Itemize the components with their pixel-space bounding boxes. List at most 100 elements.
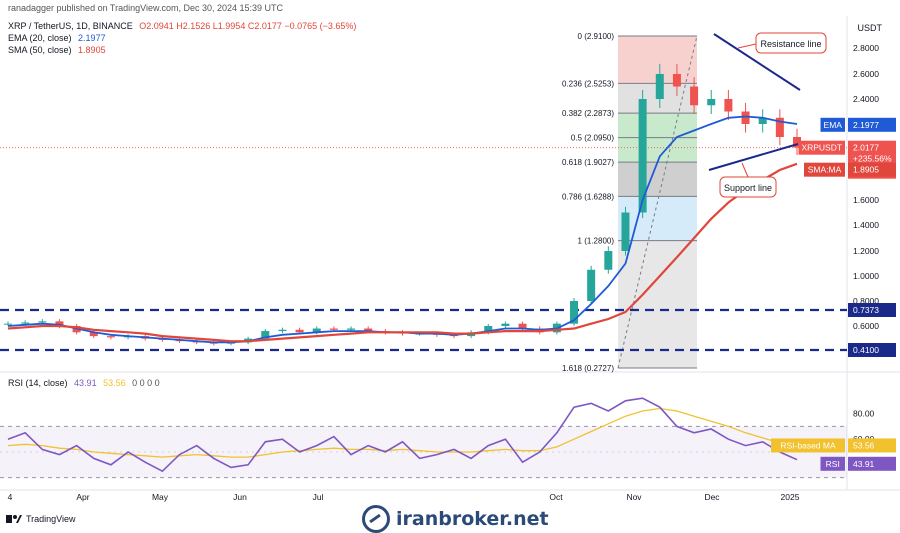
last-price-tag-label: XRPUSDT xyxy=(801,143,842,153)
sma-label: SMA (50, close) xyxy=(8,45,72,55)
ema-value: 2.1977 xyxy=(78,33,106,43)
last-price-tag-value: 2.0177 xyxy=(853,143,879,153)
fib-level-label: 0.382 (2.2873) xyxy=(562,109,614,118)
rsi-legend[interactable]: RSI (14, close) 43.91 53.56 0 0 0 0 xyxy=(8,378,160,388)
candle-body xyxy=(758,117,767,124)
fib-level-label: 0.618 (1.9027) xyxy=(562,158,614,167)
candle-body xyxy=(484,326,493,333)
candle-body xyxy=(329,328,338,330)
fib-zone xyxy=(618,137,697,163)
price-tick-label: 2.6000 xyxy=(853,69,879,79)
time-tick-label: Oct xyxy=(549,492,563,502)
published-caption: ranadagger published on TradingView.com,… xyxy=(8,3,284,13)
time-tick-label: May xyxy=(152,492,169,502)
ohlc-values: O2.0941 H2.1526 L1.9954 C2.0177 −0.0765 … xyxy=(139,21,357,31)
rsi-band xyxy=(0,426,847,478)
candle-body xyxy=(55,321,64,326)
ema-price-tag-label: EMA xyxy=(824,120,843,130)
price-tick-label: 1.6000 xyxy=(853,195,879,205)
fib-level-label: 0.786 (1.6288) xyxy=(562,192,614,201)
time-tick-label: Nov xyxy=(626,492,642,502)
time-tick-label: Jul xyxy=(313,492,324,502)
rsi-ma-tag-value: 53.56 xyxy=(853,440,875,450)
sma-legend[interactable]: SMA (50, close) 1.8905 xyxy=(8,45,106,55)
candle-body xyxy=(655,74,664,99)
candle-body xyxy=(89,332,98,337)
resistance-label: Resistance line xyxy=(760,39,821,49)
ema-label: EMA (20, close) xyxy=(8,33,72,43)
tradingview-brand: TradingView xyxy=(6,514,76,524)
support-line xyxy=(708,143,799,171)
candle-body xyxy=(312,328,321,333)
resistance-callout xyxy=(755,32,827,54)
candle-body xyxy=(261,331,270,339)
price-tick-label: 0.6000 xyxy=(853,321,879,331)
fib-zone xyxy=(618,162,697,197)
sma-value: 1.8905 xyxy=(78,45,106,55)
rsi-ma-value: 53.56 xyxy=(103,378,126,388)
price-tick-label: 1.0000 xyxy=(853,271,879,281)
price-tick-label: 0.8000 xyxy=(853,296,879,306)
rsi-tag-value-box xyxy=(848,456,896,471)
support-level-tag-value: 0.4100 xyxy=(853,345,879,355)
rsi-label: RSI (14, close) xyxy=(8,378,68,388)
time-tick-label: Apr xyxy=(76,492,89,502)
rsi-ma-line xyxy=(7,407,798,458)
support-label: Support line xyxy=(724,183,772,193)
symbol-legend: XRP / TetherUS, 1D, BINANCE O2.0941 H2.1… xyxy=(8,21,356,31)
candle-body xyxy=(724,99,733,112)
rsi-tag-value: 43.91 xyxy=(853,459,875,469)
price-tick-label: 2.8000 xyxy=(853,43,879,53)
candle-body xyxy=(707,99,716,106)
time-tick-label: Jun xyxy=(233,492,247,502)
watermark: iranbroker.net xyxy=(362,505,549,533)
fib-level-label: 1.618 (0.2727) xyxy=(562,364,614,373)
sma-price-tag-value: 1.8905 xyxy=(853,165,879,175)
currency-label: USDT xyxy=(857,23,883,33)
candle-body xyxy=(278,329,287,332)
resistance-callout-pointer xyxy=(737,43,757,49)
rsi-ma-tag-label: RSI-based MA xyxy=(780,440,836,450)
candle-body xyxy=(4,323,12,325)
rsi-ma-tag-label-box xyxy=(771,438,845,453)
resistance-line xyxy=(713,33,801,91)
fib-trend-line xyxy=(617,35,698,369)
candle-body xyxy=(638,99,647,213)
candle-body xyxy=(518,323,527,329)
fib-zone xyxy=(618,240,697,368)
support-level-tag-value-box xyxy=(848,343,896,357)
price-tick-label: 1.4000 xyxy=(853,220,879,230)
candle-body xyxy=(690,86,699,106)
sma-price-tag-label-box xyxy=(804,162,845,177)
candle-body xyxy=(775,117,784,137)
rsi-value: 43.91 xyxy=(74,378,97,388)
sma-price-tag-value-box xyxy=(848,162,896,177)
tradingview-logo-icon xyxy=(6,515,22,523)
candle-body xyxy=(106,336,115,338)
candle-body xyxy=(347,328,356,330)
time-tick-label: Dec xyxy=(704,492,720,502)
watermark-text: iranbroker.net xyxy=(396,508,549,530)
fib-level-label: 1 (1.2800) xyxy=(578,237,615,246)
candle-body xyxy=(295,329,304,333)
price-tick-label: 1.2000 xyxy=(853,246,879,256)
rsi-extra-values: 0 0 0 0 xyxy=(132,378,160,388)
rsi-line xyxy=(7,397,798,473)
ema-price-tag-value-box xyxy=(848,117,896,132)
rsi-tag-label: RSI xyxy=(826,459,840,469)
sma-line xyxy=(7,162,798,343)
candle-body xyxy=(793,137,801,148)
ema-legend[interactable]: EMA (20, close) 2.1977 xyxy=(8,33,106,43)
symbol-title[interactable]: XRP / TetherUS, 1D, BINANCE xyxy=(8,21,133,31)
watermark-logo-icon xyxy=(362,505,390,533)
fib-level-label: 0 (2.9100) xyxy=(578,32,615,41)
fib-level-label: 0.236 (2.5253) xyxy=(562,79,614,88)
resistance-level-tag-value-box xyxy=(848,303,896,317)
candle-body xyxy=(21,322,30,324)
last-price-tag-label-box xyxy=(798,140,845,155)
candle-body xyxy=(364,328,373,332)
sma-price-tag-label: SMA:MA xyxy=(808,165,842,175)
ema-price-tag-label-box xyxy=(820,117,845,132)
candle-body xyxy=(604,251,613,270)
